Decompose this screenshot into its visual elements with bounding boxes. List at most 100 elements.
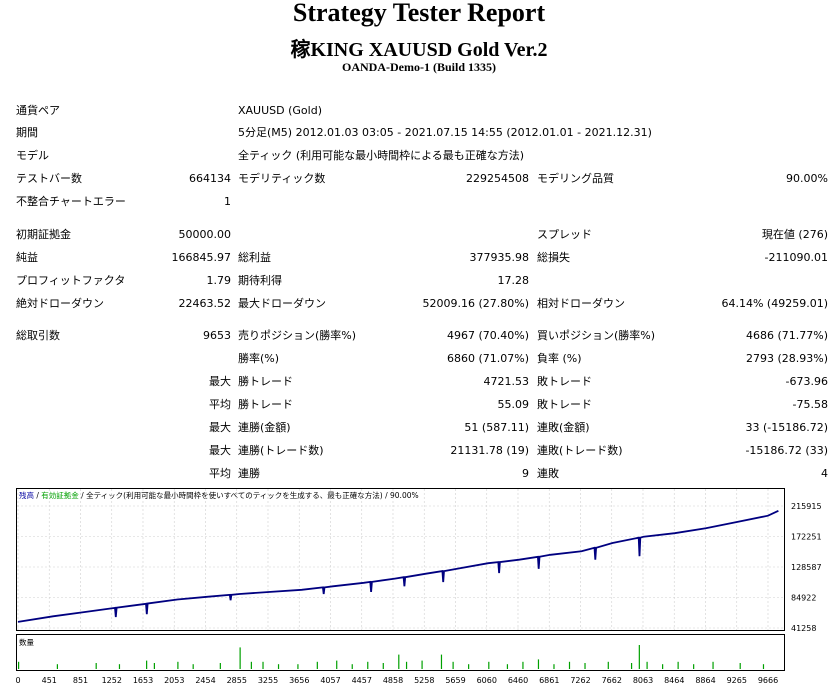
gross-profit-label: 総利益 xyxy=(238,251,271,264)
legend-item-2: 有効証拠金 xyxy=(41,490,79,500)
model-label: モデル xyxy=(16,149,49,162)
volume-bar xyxy=(468,664,470,669)
quality-label: モデリング品質 xyxy=(537,172,614,185)
x-tick-label: 2053 xyxy=(164,676,184,685)
volume-bar xyxy=(522,661,524,669)
net-label: 純益 xyxy=(16,251,38,264)
volume-bar xyxy=(277,664,280,669)
bars-label: テストバー数 xyxy=(16,172,82,185)
max-win-label: 勝トレード xyxy=(238,375,293,388)
y-axis-ticks: 215915 172251 128587 84922 41258 xyxy=(791,502,822,633)
volume-bar xyxy=(351,664,353,669)
max-dd-value: 52009.16 (27.80%) xyxy=(422,297,529,310)
volume-bar xyxy=(316,661,318,669)
deposit-label: 初期証拠金 xyxy=(16,228,71,241)
x-tick-label: 7662 xyxy=(602,676,622,685)
balance-chart: 残高 / 有効証拠金 / 全ティック(利用可能な最小時間枠を使いすべてのティック… xyxy=(16,488,822,685)
cons-loss-value: 33 (-15186.72) xyxy=(745,421,828,434)
spread-value: 現在値 (276) xyxy=(761,228,828,241)
volume-bar xyxy=(262,661,264,669)
volume-bar xyxy=(662,664,664,669)
avg-prefix: 平均 xyxy=(209,398,231,411)
grid-lines xyxy=(17,489,784,630)
x-tick-label: 851 xyxy=(73,676,88,685)
short-label: 売りポジション(勝率%) xyxy=(238,329,357,342)
x-tick-label: 9666 xyxy=(758,676,778,685)
y-tick-label: 215915 xyxy=(791,502,822,511)
x-tick-label: 2855 xyxy=(227,676,247,685)
volume-bar xyxy=(382,663,384,669)
cons-loss-label: 連敗(金額) xyxy=(537,421,590,434)
cons-win-value: 51 (587.11) xyxy=(464,421,529,434)
volume-bar xyxy=(646,661,648,669)
x-tick-label: 2454 xyxy=(195,676,215,685)
x-axis-ticks: 0 451 851 1252 1653 2053 2454 2855 3255 3656 4057 4… xyxy=(16,676,778,685)
avg-cons-loss-label: 連敗 xyxy=(537,467,559,480)
volume-bar xyxy=(118,664,121,669)
avg-loss-label: 敗トレード xyxy=(537,398,592,411)
volume-bar xyxy=(584,663,586,669)
loss-value: 2793 (28.93%) xyxy=(745,352,828,365)
volume-bar xyxy=(506,664,509,669)
exp-label: 期待利得 xyxy=(238,274,282,287)
pf-value: 1.79 xyxy=(206,274,232,287)
avg-win-label: 勝トレード xyxy=(238,398,293,411)
volume-plot-frame xyxy=(16,634,785,671)
x-tick-label: 0 xyxy=(16,676,21,685)
report-title: Strategy Tester Report xyxy=(292,0,546,27)
volume-bar xyxy=(146,660,148,669)
max-win-value: 4721.53 xyxy=(483,375,530,388)
volume-bars xyxy=(18,645,765,669)
win-label: 勝率(%) xyxy=(238,352,280,365)
max-loss-value: -673.96 xyxy=(785,375,828,388)
x-tick-label: 4057 xyxy=(320,676,340,685)
volume-bar xyxy=(177,661,179,669)
volume-bar xyxy=(239,647,241,669)
volume-bar xyxy=(638,645,640,669)
x-tick-label: 1653 xyxy=(133,676,153,685)
short-value: 4967 (70.40%) xyxy=(446,329,529,342)
trades-label: 総取引数 xyxy=(16,329,60,342)
volume-bar xyxy=(405,661,408,669)
volume-bar xyxy=(95,663,97,669)
win-value: 6860 (71.07%) xyxy=(446,352,529,365)
mismatch-value: 1 xyxy=(224,195,231,208)
abs-dd-value: 22463.52 xyxy=(178,297,232,310)
exp-value: 17.28 xyxy=(497,274,530,287)
volume-bar xyxy=(762,664,765,669)
legend-item-3: / 全ティック(利用可能な最小時間枠を使いすべてのティックを生成する、最も正確な… xyxy=(79,490,419,500)
long-value: 4686 (71.77%) xyxy=(745,329,828,342)
balance-line xyxy=(17,509,779,623)
y-tick-label: 41258 xyxy=(791,624,816,633)
volume-bar xyxy=(568,661,571,669)
x-tick-label: 5659 xyxy=(445,676,465,685)
server-name: OANDA-Demo-1 (Build 1335) xyxy=(342,60,496,74)
x-tick-label: 3255 xyxy=(258,676,278,685)
spread-label: スプレッド xyxy=(537,228,592,241)
rel-dd-label: 相対ドローダウン xyxy=(537,297,625,310)
volume-bar xyxy=(219,663,221,669)
cons-lossamt-value: -15186.72 (33) xyxy=(745,444,828,457)
volume-bar xyxy=(607,661,609,669)
bars-value: 664134 xyxy=(189,172,231,185)
quality-value: 90.00% xyxy=(786,172,828,185)
pf-label: プロフィットファクタ xyxy=(16,274,126,287)
rel-dd-value: 64.14% (49259.01) xyxy=(721,297,828,310)
y-tick-label: 172251 xyxy=(791,533,822,542)
volume-bar xyxy=(153,663,155,669)
volume-label: 数量 xyxy=(19,637,34,647)
gross-profit-value: 377935.98 xyxy=(469,251,530,264)
volume-bar xyxy=(297,664,299,669)
volume-bar xyxy=(367,661,369,669)
main-plot-frame xyxy=(16,488,785,631)
ea-name: 稼KING XAUUSD Gold Ver.2 xyxy=(290,39,548,61)
avg-loss-value: -75.58 xyxy=(792,398,828,411)
y-tick-label: 84922 xyxy=(791,594,816,603)
volume-bar xyxy=(712,661,714,669)
x-tick-label: 1252 xyxy=(102,676,122,685)
cons-profit-value: 21131.78 (19) xyxy=(450,444,529,457)
avg-cons-win-label: 連勝 xyxy=(238,467,260,480)
model-value: 全ティック (利用可能な最小時間枠による最も正確な方法) xyxy=(238,149,525,162)
max-prefix: 最大 xyxy=(209,375,231,388)
x-tick-label: 3656 xyxy=(289,676,309,685)
